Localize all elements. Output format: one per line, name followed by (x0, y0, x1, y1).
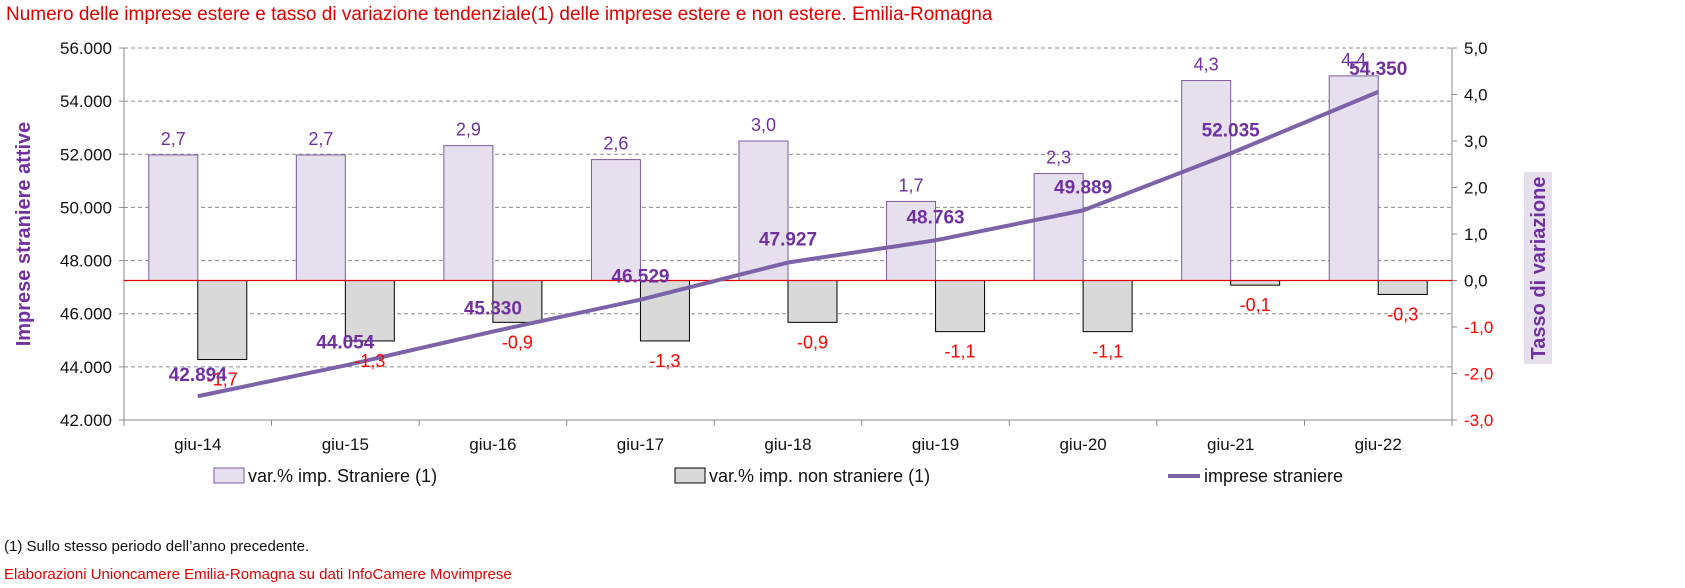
bar-other-label: -0,9 (502, 332, 533, 352)
legend-label-foreign: var.% imp. Straniere (1) (248, 466, 437, 486)
bar-foreign-label: 2,7 (308, 129, 333, 149)
bar-foreign (295, 154, 346, 281)
source-note: Elaborazioni Unioncamere Emilia-Romagna … (4, 566, 512, 583)
x-tick-label: giu-17 (617, 435, 664, 454)
right-tick-label: -2,0 (1464, 365, 1493, 384)
bar-other (1230, 280, 1281, 286)
bar-foreign-label: 2,6 (603, 134, 628, 154)
left-tick-label: 52.000 (60, 145, 112, 164)
right-tick-label: 1,0 (1464, 225, 1488, 244)
line-point-label: 54.350 (1349, 59, 1407, 80)
line-imprese-straniere (197, 89, 1379, 399)
line-point-label: 45.330 (464, 299, 522, 320)
bar-foreign-label: 1,7 (899, 175, 924, 195)
bar-foreign-label: 3,0 (751, 115, 776, 135)
bar-foreign-label: 4,3 (1194, 55, 1219, 75)
left-tick-label: 48.000 (60, 252, 112, 271)
left-tick-label: 50.000 (60, 198, 112, 217)
right-tick-label: 0,0 (1464, 272, 1488, 291)
bar-other-label: -1,3 (354, 351, 385, 371)
x-tick-label: giu-14 (174, 435, 221, 454)
bar-other (1082, 280, 1133, 333)
x-tick-label: giu-19 (912, 435, 959, 454)
left-tick-label: 54.000 (60, 92, 112, 111)
legend: var.% imp. Straniere (1) var.% imp. non s… (213, 466, 1343, 486)
line-point-label: 44.054 (316, 332, 375, 353)
line-point-label: 46.529 (611, 267, 669, 288)
bars (124, 75, 1452, 361)
footnote: (1) Sullo stesso periodo dell’anno prece… (4, 538, 310, 555)
right-tick-label: -3,0 (1464, 411, 1493, 430)
x-tick-label: giu-15 (322, 435, 369, 454)
bar-foreign-label: 4,4 (1341, 50, 1366, 70)
bar-foreign (443, 145, 494, 281)
line-point-label: 47.927 (759, 230, 817, 251)
line-point-label: 48.763 (906, 207, 964, 228)
bar-other (787, 280, 838, 323)
bar-foreign-label: 2,3 (1046, 148, 1071, 168)
bar-other-label: -1,7 (207, 370, 238, 390)
x-tick-label: giu-21 (1207, 435, 1254, 454)
x-tick-label: giu-18 (764, 435, 811, 454)
line-point-label: 49.889 (1054, 177, 1112, 198)
bar-other (935, 280, 986, 333)
line-point-label: 42.894 (169, 365, 228, 386)
bar-foreign (738, 140, 789, 281)
bar-other-label: -1,1 (1092, 342, 1123, 362)
chart-title: Numero delle imprese estere e tasso di v… (6, 4, 993, 25)
bar-foreign-label: 2,9 (456, 120, 481, 140)
right-tick-label: -1,0 (1464, 318, 1493, 337)
left-tick-label: 56.000 (60, 39, 112, 58)
axes: 42.000 44.000 46.000 48.000 50.000 52.000 54.0… (13, 39, 1552, 454)
left-axis-title: Imprese straniere attive (13, 122, 35, 347)
line-series (197, 89, 1379, 399)
bar-foreign (1328, 75, 1379, 282)
bar-other-label: -1,1 (945, 342, 976, 362)
legend-label-line: imprese straniere (1204, 466, 1343, 486)
data-labels: 2,7 -1,7 2,7 -1,3 2,9 -0,9 2,6 -1,3 3,0 -0,9 1,7 -1… (161, 50, 1418, 390)
right-axis-title-bg (1524, 172, 1552, 364)
right-axis-title: Tasso di variazione (1528, 176, 1550, 359)
x-tick-label: giu-22 (1355, 435, 1402, 454)
bar-other-label: -0,1 (1240, 295, 1271, 315)
bar-foreign-label: 2,7 (161, 129, 186, 149)
x-tick-label: giu-20 (1059, 435, 1106, 454)
combo-chart: 42.000 44.000 46.000 48.000 50.000 52.000 54.0… (13, 39, 1552, 486)
legend-swatch-other (674, 467, 706, 484)
bar-other (197, 280, 248, 361)
right-tick-label: 3,0 (1464, 132, 1488, 151)
left-tick-label: 46.000 (60, 305, 112, 324)
right-tick-label: 2,0 (1464, 179, 1488, 198)
bar-foreign (590, 159, 641, 282)
bar-other-label: -1,3 (649, 351, 680, 371)
x-tick-label: giu-16 (469, 435, 516, 454)
legend-label-other: var.% imp. non straniere (1) (709, 466, 930, 486)
bar-foreign (1181, 80, 1232, 281)
bar-other (1377, 280, 1428, 295)
bar-other-label: -0,3 (1387, 304, 1418, 324)
right-tick-label: 5,0 (1464, 39, 1488, 58)
bar-foreign (148, 154, 199, 281)
legend-swatch-foreign (213, 467, 245, 484)
left-tick-label: 44.000 (60, 358, 112, 377)
right-tick-label: 4,0 (1464, 86, 1488, 105)
bar-other-label: -0,9 (797, 332, 828, 352)
line-point-label: 52.035 (1202, 120, 1261, 141)
bar-foreign (1033, 173, 1084, 281)
left-tick-label: 42.000 (60, 411, 112, 430)
